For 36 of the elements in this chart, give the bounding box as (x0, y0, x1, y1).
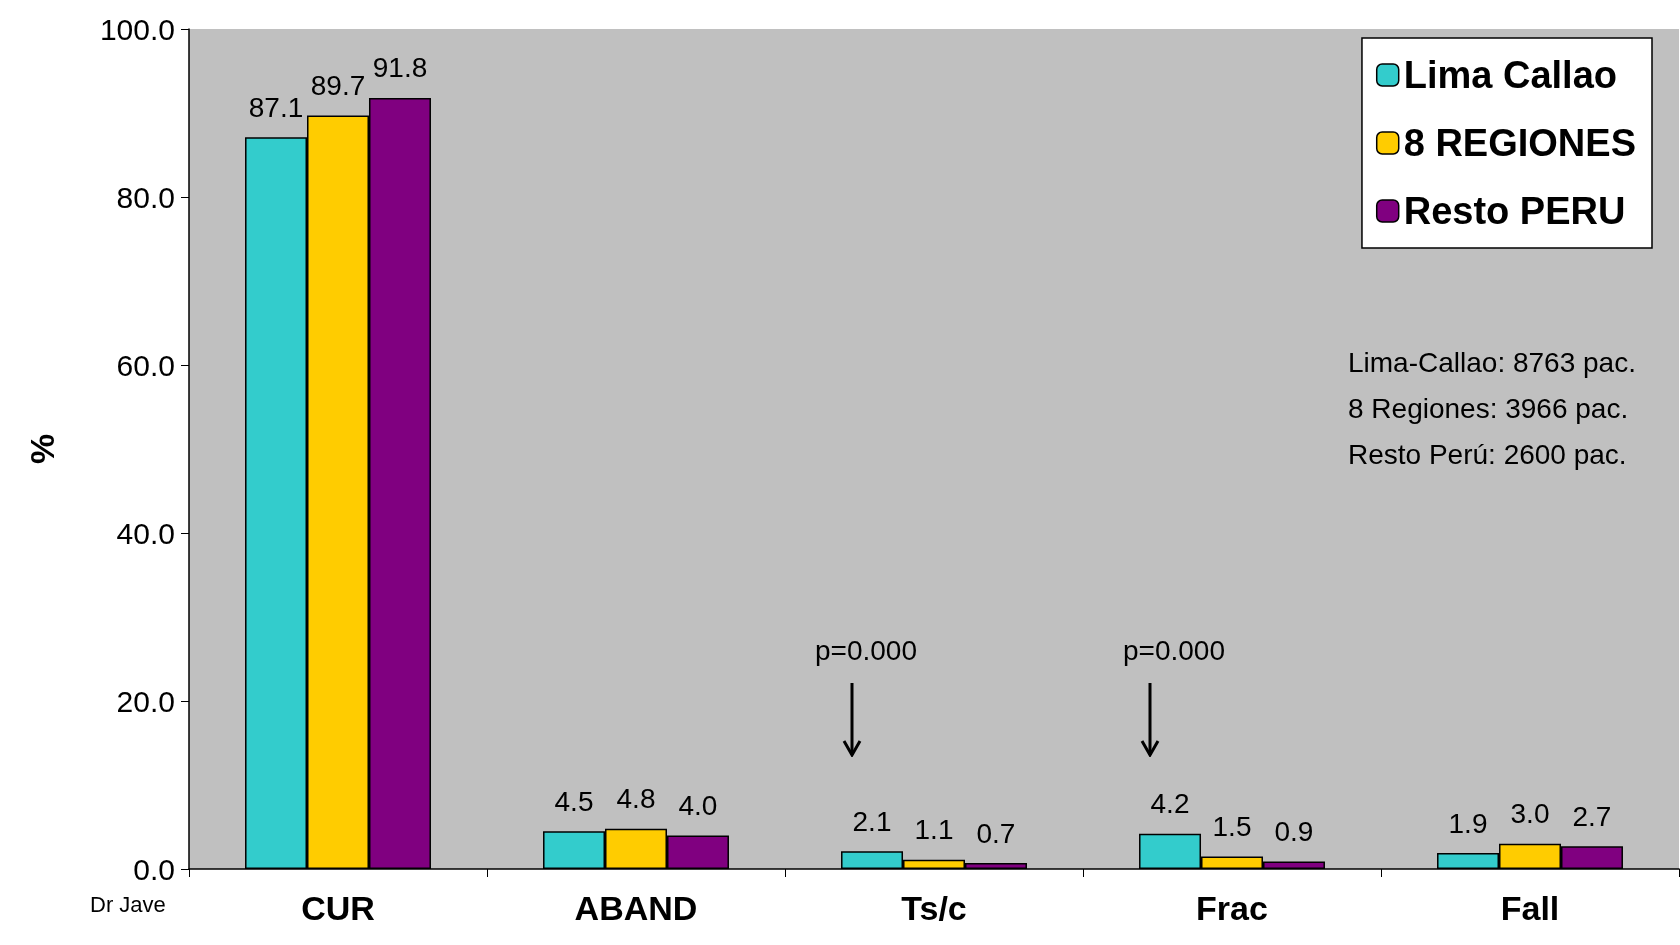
x-tick-label: Ts/c (901, 889, 967, 927)
legend-label: 8 REGIONES (1403, 122, 1637, 164)
legend-label: Lima Callao (1403, 54, 1618, 96)
annotation: p=0.000 (1123, 634, 1225, 666)
x-tick-label: Frac (1196, 889, 1268, 927)
y-tick-label: 0.0 (133, 852, 175, 886)
data-label: 1.9 (1448, 807, 1488, 839)
y-tick-label: 20.0 (116, 684, 175, 718)
x-tick-label: CUR (301, 889, 375, 927)
data-label: 2.1 (852, 805, 892, 837)
y-axis-title: % (23, 433, 61, 465)
y-tick-label: 40.0 (116, 516, 175, 550)
text: Dr Jave (90, 891, 166, 917)
data-label: 89.7 (310, 70, 366, 102)
annotation: p=0.000 (815, 634, 917, 666)
data-label: 4.2 (1150, 788, 1190, 820)
data-label: 2.7 (1572, 800, 1612, 832)
data-label: 0.9 (1274, 815, 1314, 847)
data-label: 4.8 (616, 783, 656, 815)
x-tick-label: ABAND (574, 889, 698, 927)
x-tick-label: Fall (1500, 889, 1560, 927)
data-label: 1.1 (914, 814, 954, 846)
legend-label: Resto PERU (1403, 190, 1626, 232)
y-tick-label: 80.0 (116, 180, 175, 214)
annotation: 8 Regiones: 3966 pac. (1348, 392, 1629, 424)
data-label: 4.5 (554, 785, 594, 817)
data-label: 3.0 (1510, 798, 1550, 830)
annotation: Resto Perú: 2600 pac. (1348, 438, 1627, 470)
data-label: 4.0 (678, 789, 718, 821)
y-tick-label: 100.0 (99, 12, 175, 46)
data-label: 0.7 (976, 817, 1016, 849)
data-label: 1.5 (1212, 810, 1252, 842)
data-label: 87.1 (248, 91, 304, 123)
data-label: 91.8 (372, 52, 428, 84)
y-tick-label: 60.0 (116, 348, 175, 382)
annotation: Lima-Callao: 8763 pac. (1348, 346, 1636, 378)
